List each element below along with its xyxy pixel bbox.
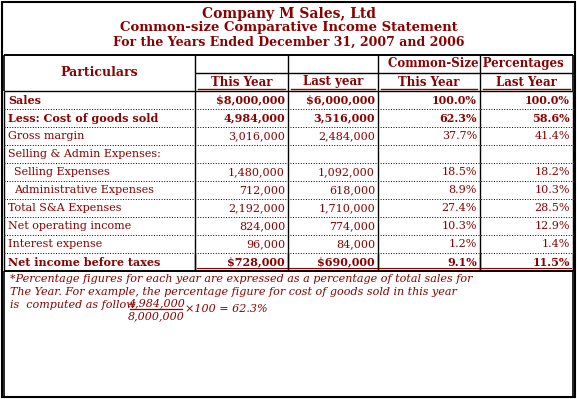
Text: The Year. For example, the percentage figure for cost of goods sold in this year: The Year. For example, the percentage fi…	[10, 287, 457, 297]
Text: 84,000: 84,000	[336, 239, 375, 249]
Text: is  computed as follow: is computed as follow	[10, 300, 136, 310]
Text: Interest expense: Interest expense	[8, 239, 102, 249]
Text: 1.2%: 1.2%	[449, 239, 477, 249]
Text: 4,984,000: 4,984,000	[128, 298, 185, 308]
Text: 1,710,000: 1,710,000	[319, 203, 375, 213]
Text: Administrative Expenses: Administrative Expenses	[14, 185, 154, 195]
Text: Common-size Comparative Income Statement: Common-size Comparative Income Statement	[119, 22, 458, 34]
Text: 1.4%: 1.4%	[542, 239, 570, 249]
Text: 9.1%: 9.1%	[447, 257, 477, 267]
Text: Net operating income: Net operating income	[8, 221, 131, 231]
Text: 18.2%: 18.2%	[534, 167, 570, 177]
Text: Sales: Sales	[8, 95, 41, 105]
Text: 96,000: 96,000	[246, 239, 285, 249]
Text: $728,000: $728,000	[227, 257, 285, 267]
Text: Common-Size Percentages: Common-Size Percentages	[388, 57, 563, 71]
Text: 10.3%: 10.3%	[441, 221, 477, 231]
Text: 2,484,000: 2,484,000	[318, 131, 375, 141]
Text: 37.7%: 37.7%	[442, 131, 477, 141]
Text: 100.0%: 100.0%	[525, 95, 570, 105]
Text: 3,016,000: 3,016,000	[228, 131, 285, 141]
Text: *Percentage figures for each year are expressed as a percentage of total sales f: *Percentage figures for each year are ex…	[10, 274, 473, 284]
Text: 8.9%: 8.9%	[449, 185, 477, 195]
Text: 824,000: 824,000	[239, 221, 285, 231]
Text: This Year: This Year	[211, 75, 272, 89]
Text: 1,092,000: 1,092,000	[318, 167, 375, 177]
Text: 100.0%: 100.0%	[432, 95, 477, 105]
Text: 618,000: 618,000	[329, 185, 375, 195]
Text: Selling & Admin Expenses:: Selling & Admin Expenses:	[8, 149, 161, 159]
Text: Net income before taxes: Net income before taxes	[8, 257, 160, 267]
Text: $690,000: $690,000	[317, 257, 375, 267]
Text: Last year: Last year	[303, 75, 363, 89]
Text: 1,480,000: 1,480,000	[228, 167, 285, 177]
Text: Selling Expenses: Selling Expenses	[14, 167, 110, 177]
Text: $8,000,000: $8,000,000	[216, 95, 285, 105]
Text: This Year: This Year	[398, 75, 460, 89]
Text: 712,000: 712,000	[239, 185, 285, 195]
Text: 2,192,000: 2,192,000	[228, 203, 285, 213]
Text: 18.5%: 18.5%	[441, 167, 477, 177]
Text: 8,000,000: 8,000,000	[128, 311, 185, 321]
Text: Last Year: Last Year	[496, 75, 557, 89]
Text: Total S&A Expenses: Total S&A Expenses	[8, 203, 122, 213]
Text: ×100 = 62.3%: ×100 = 62.3%	[185, 304, 268, 314]
Text: $6,000,000: $6,000,000	[306, 95, 375, 105]
Text: 27.4%: 27.4%	[441, 203, 477, 213]
Text: 41.4%: 41.4%	[534, 131, 570, 141]
Text: 62.3%: 62.3%	[440, 113, 477, 124]
Text: 28.5%: 28.5%	[534, 203, 570, 213]
Text: 12.9%: 12.9%	[534, 221, 570, 231]
Text: 4,984,000: 4,984,000	[223, 113, 285, 124]
Text: Gross margin: Gross margin	[8, 131, 84, 141]
Text: 58.6%: 58.6%	[533, 113, 570, 124]
Text: Particulars: Particulars	[61, 67, 138, 79]
Text: 774,000: 774,000	[329, 221, 375, 231]
Text: 3,516,000: 3,516,000	[313, 113, 375, 124]
Text: Company M Sales, Ltd: Company M Sales, Ltd	[201, 7, 376, 21]
Text: Less: Cost of goods sold: Less: Cost of goods sold	[8, 113, 158, 124]
Text: 10.3%: 10.3%	[534, 185, 570, 195]
Text: 11.5%: 11.5%	[533, 257, 570, 267]
Text: For the Years Ended December 31, 2007 and 2006: For the Years Ended December 31, 2007 an…	[113, 36, 464, 49]
